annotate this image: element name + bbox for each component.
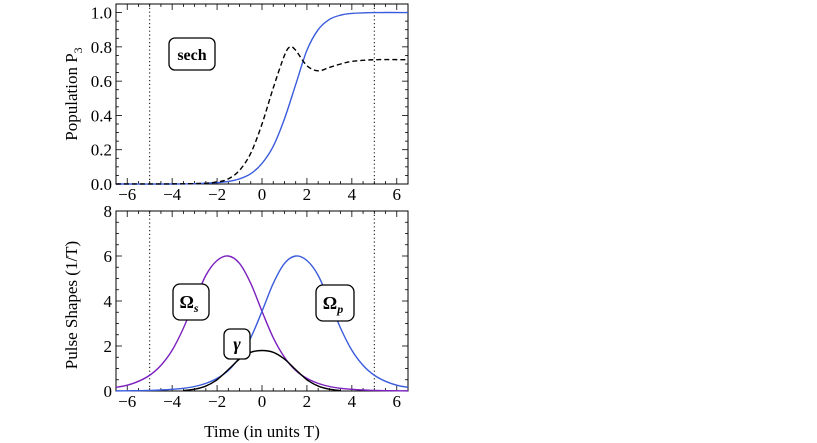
omega-s-tag-text: Ωs [179, 292, 198, 315]
gamma-tag: γ [223, 328, 251, 360]
sech-tag: sech [168, 37, 216, 71]
bottom-x-tick-labels: −6 −4 −2 0 2 4 6 [118, 392, 401, 411]
top-y-axis-title: Population P3 [62, 47, 85, 140]
bottom-x-axis-title: Time (in units T) [204, 422, 320, 441]
series-Ωs [115, 255, 409, 392]
omega-p-tag-text: Ωp [323, 293, 343, 316]
series-γ [183, 349, 341, 392]
y-tick-label: 0.8 [91, 38, 112, 57]
x-tick-label: −2 [208, 185, 226, 204]
series-solid-0 [115, 11, 409, 185]
y-tick-label: 4 [104, 292, 113, 311]
bottom-panel: −6 −4 −2 0 2 4 6 0 2 4 6 8 Pulse Shapes (1/T) Time… [62, 202, 409, 441]
top-panel: −6 −4 −2 0 2 4 6 0.0 0.2 0.4 0.6 0.8 1.0 Population… [62, 3, 409, 204]
x-tick-label: 0 [258, 185, 267, 204]
y-tick-label: 0.4 [91, 106, 113, 125]
top-ticks [115, 3, 409, 185]
omega-s-tag: Ωs [172, 283, 210, 321]
x-tick-label: −6 [118, 185, 136, 204]
top-series [115, 11, 409, 185]
y-tick-label: 0.0 [91, 175, 112, 194]
y-tick-label: 0.2 [91, 141, 112, 160]
x-tick-label: 6 [393, 392, 402, 411]
omega-s-tag-box [172, 283, 210, 321]
y-tick-label: 0 [104, 382, 113, 401]
x-tick-label: 0 [258, 392, 267, 411]
bottom-ticks [115, 210, 409, 392]
series-Ωp [115, 255, 409, 392]
gamma-tag-box [223, 328, 251, 360]
gamma-tag-text: γ [233, 334, 241, 354]
y-tick-label: 0.6 [91, 72, 112, 91]
bottom-series [115, 255, 409, 392]
x-tick-label: 2 [303, 392, 312, 411]
x-tick-label: 2 [303, 185, 312, 204]
sech-tag-text: sech [177, 47, 206, 64]
y-tick-label: 6 [104, 247, 113, 266]
top-vertical-lines [149, 4, 375, 184]
top-y-tick-labels: 0.0 0.2 0.4 0.6 0.8 1.0 [91, 4, 113, 194]
y-tick-label: 2 [104, 337, 113, 356]
x-tick-label: −4 [163, 392, 182, 411]
sech-tag-box [168, 37, 216, 71]
x-tick-label: −4 [163, 185, 182, 204]
bottom-y-tick-labels: 0 2 4 6 8 [104, 202, 113, 401]
bottom-y-axis-title: Pulse Shapes (1/T) [62, 241, 81, 369]
x-tick-label: −2 [208, 392, 226, 411]
x-tick-label: 4 [348, 185, 357, 204]
x-tick-label: 6 [393, 185, 402, 204]
y-tick-label: 8 [104, 202, 113, 221]
bottom-panel-frame [115, 210, 409, 392]
omega-p-tag: Ωp [315, 284, 355, 322]
x-tick-label: −6 [118, 392, 136, 411]
x-tick-label: 4 [348, 392, 357, 411]
omega-p-tag-box [315, 284, 355, 322]
top-x-tick-labels: −6 −4 −2 0 2 4 6 [118, 185, 401, 204]
series-dashed-1 [115, 45, 409, 185]
y-tick-label: 1.0 [91, 4, 112, 23]
top-panel-frame [115, 3, 409, 185]
